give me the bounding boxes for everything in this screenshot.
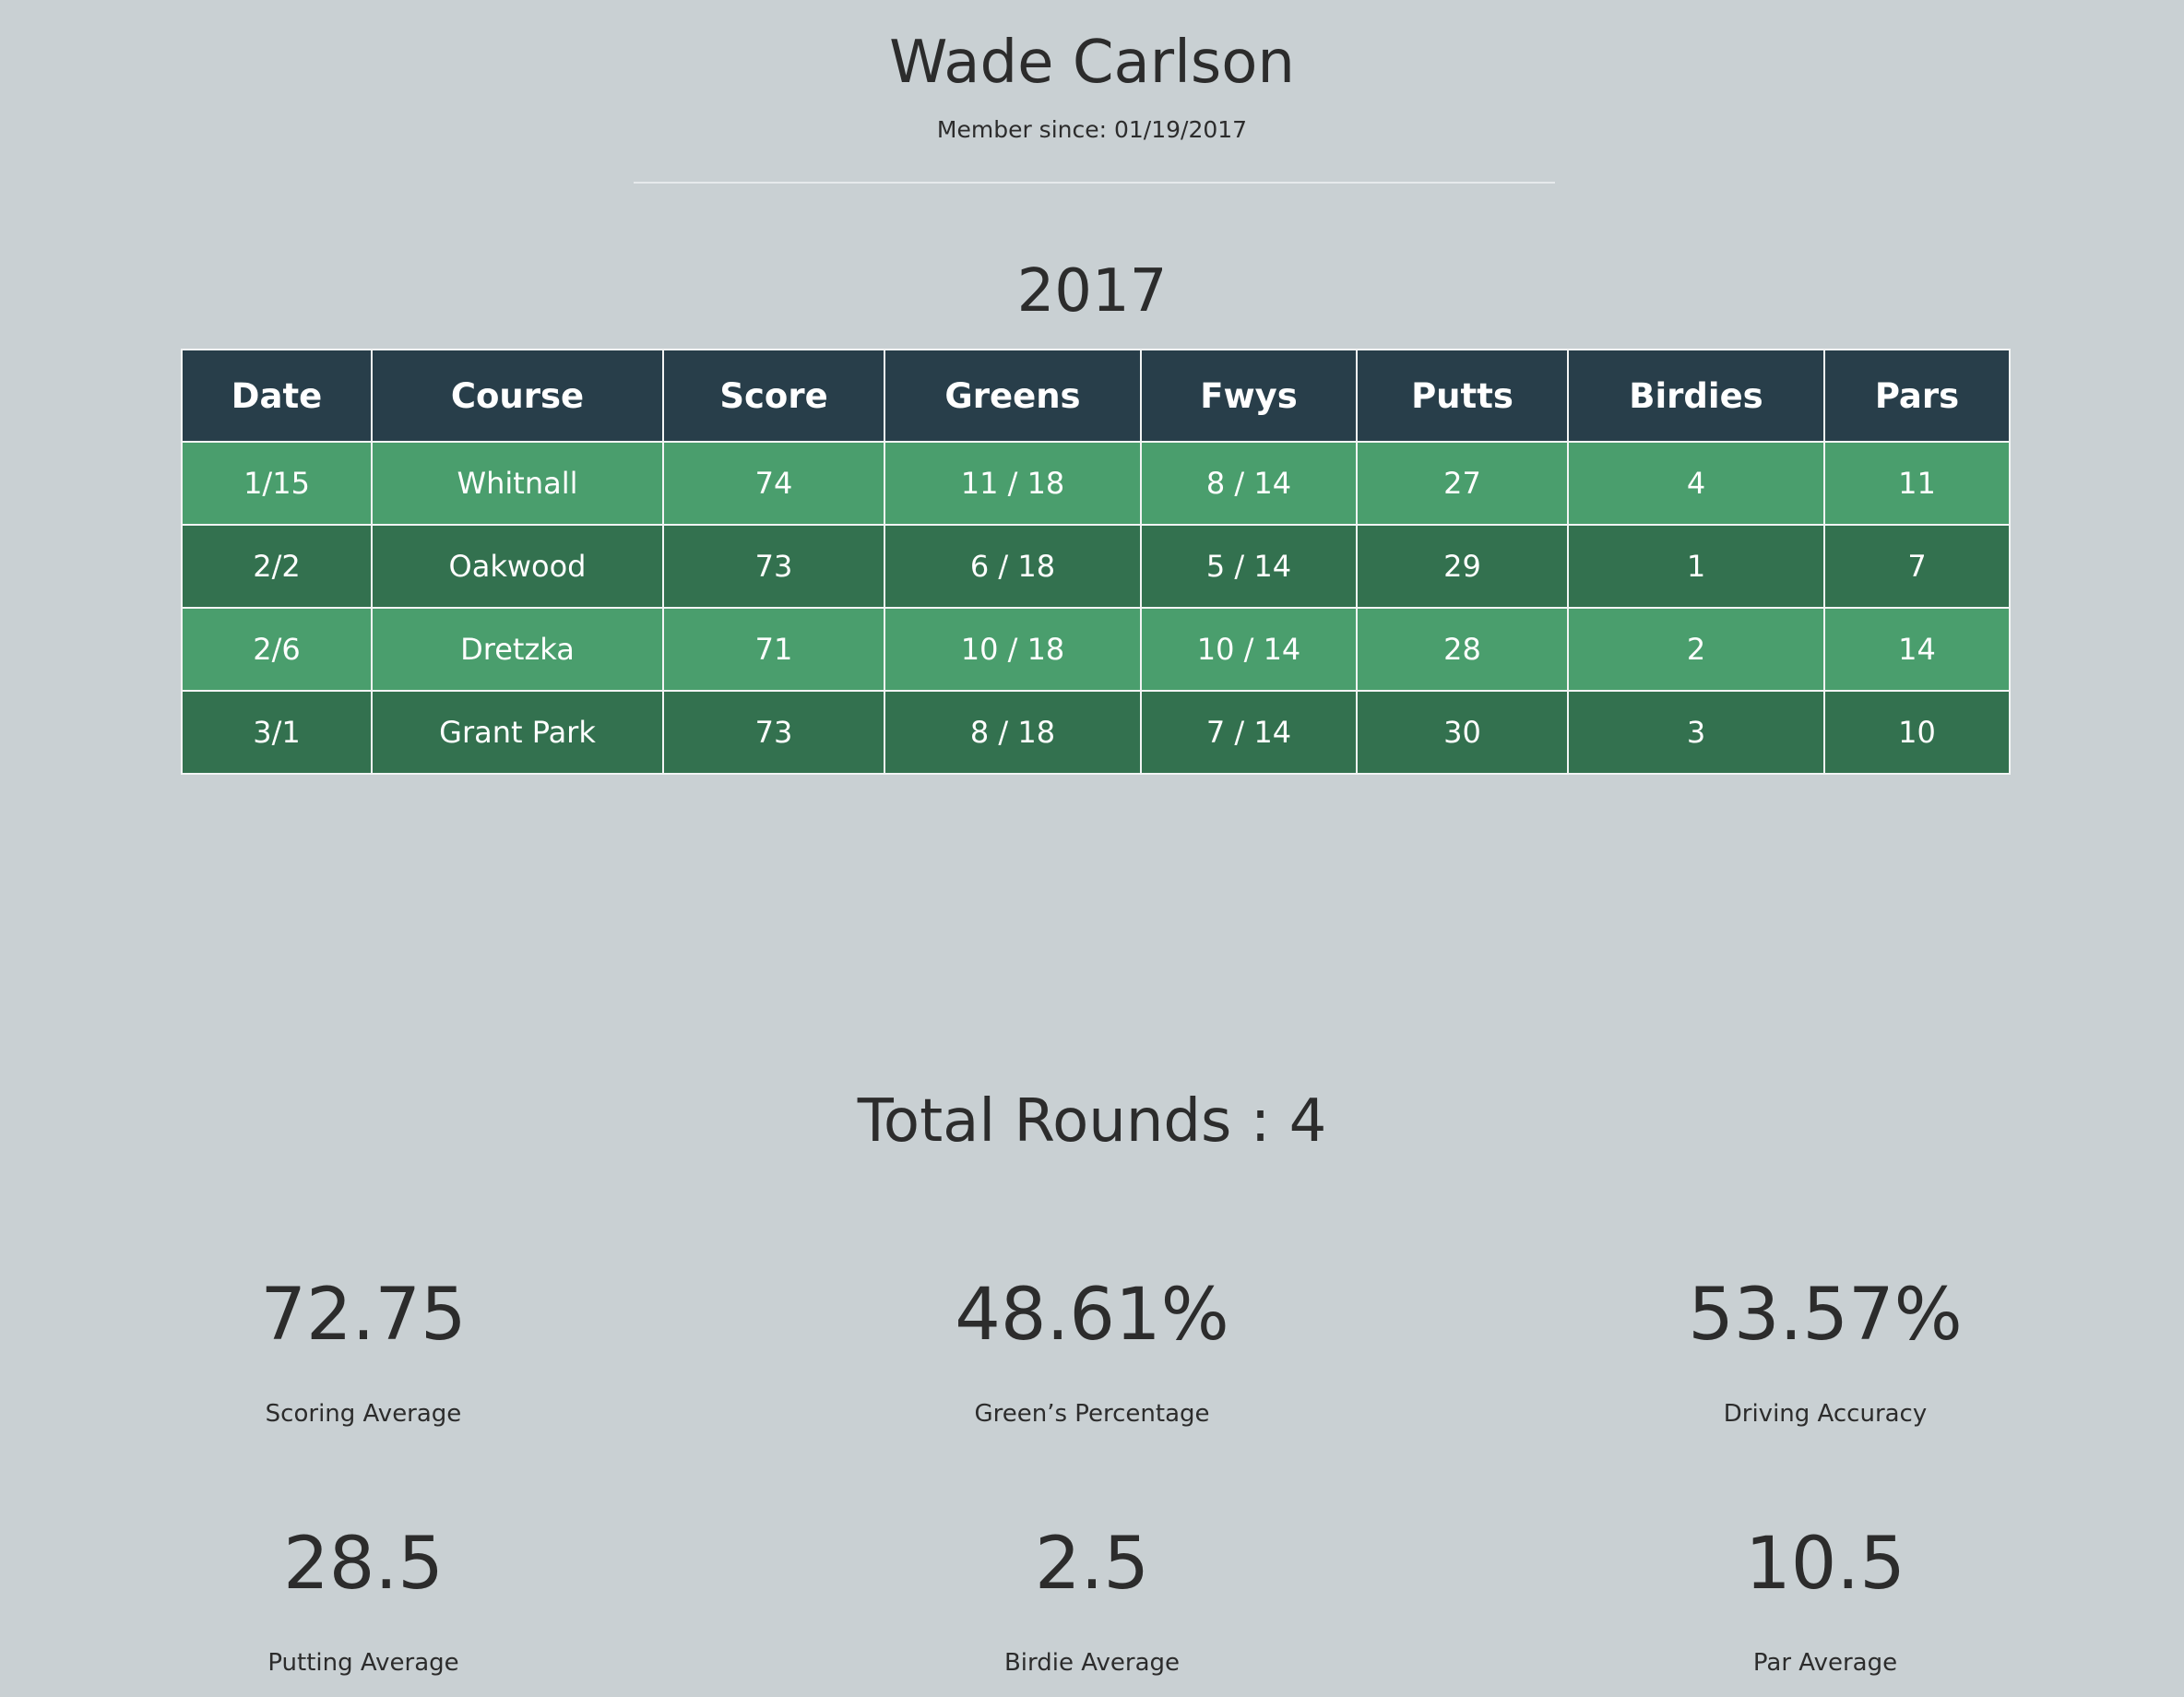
cell-fwys: 5 / 14 bbox=[1140, 524, 1358, 609]
cell-course: Whitnall bbox=[371, 441, 664, 526]
cell-date: 3/1 bbox=[181, 690, 373, 775]
stat-par-average: 10.5 Par Average bbox=[1595, 1520, 2056, 1679]
cell-birdies: 3 bbox=[1567, 690, 1825, 775]
stat-label: Driving Accuracy bbox=[1723, 1400, 1928, 1428]
stat-label: Birdie Average bbox=[1003, 1649, 1181, 1677]
stat-value: 53.57% bbox=[1688, 1274, 1963, 1357]
cell-date: 2/6 bbox=[181, 607, 373, 692]
stat-value: 48.61% bbox=[955, 1274, 1229, 1357]
column-header-pars: Pars bbox=[1823, 349, 2011, 443]
stat-value: 2.5 bbox=[1034, 1523, 1150, 1606]
table-row: 2/2 Oakwood 73 6 / 18 5 / 14 29 1 7 bbox=[181, 524, 2011, 609]
cell-birdies: 1 bbox=[1567, 524, 1825, 609]
stat-driving-accuracy: 53.57% Driving Accuracy bbox=[1595, 1271, 2056, 1430]
player-name: Wade Carlson bbox=[889, 29, 1295, 97]
rounds-table: Date Course Score Greens Fwys Putts Bird… bbox=[181, 349, 2011, 775]
stat-label: Putting Average bbox=[267, 1649, 459, 1677]
cell-pars: 11 bbox=[1823, 441, 2011, 526]
total-rounds-heading: Total Rounds : 4 bbox=[857, 1087, 1327, 1156]
cell-date: 2/2 bbox=[181, 524, 373, 609]
cell-course: Dretzka bbox=[371, 607, 664, 692]
stat-value: 10.5 bbox=[1745, 1523, 1905, 1606]
cell-greens: 10 / 18 bbox=[884, 607, 1142, 692]
cell-greens: 6 / 18 bbox=[884, 524, 1142, 609]
column-header-score: Score bbox=[662, 349, 885, 443]
cell-putts: 28 bbox=[1356, 607, 1569, 692]
column-header-date: Date bbox=[181, 349, 373, 443]
column-header-greens: Greens bbox=[884, 349, 1142, 443]
cell-putts: 27 bbox=[1356, 441, 1569, 526]
cell-fwys: 10 / 14 bbox=[1140, 607, 1358, 692]
season-year-title: 2017 bbox=[1016, 257, 1168, 326]
table-row: 2/6 Dretzka 71 10 / 18 10 / 14 28 2 14 bbox=[181, 607, 2011, 692]
cell-greens: 8 / 18 bbox=[884, 690, 1142, 775]
stat-label: Par Average bbox=[1752, 1649, 1898, 1677]
cell-greens: 11 / 18 bbox=[884, 441, 1142, 526]
table-header-row: Date Course Score Greens Fwys Putts Bird… bbox=[181, 349, 2011, 443]
cell-course: Oakwood bbox=[371, 524, 664, 609]
header-divider bbox=[634, 182, 1555, 184]
cell-pars: 14 bbox=[1823, 607, 2011, 692]
cell-pars: 10 bbox=[1823, 690, 2011, 775]
stat-value: 28.5 bbox=[283, 1523, 444, 1606]
cell-score: 73 bbox=[662, 524, 885, 609]
cell-score: 71 bbox=[662, 607, 885, 692]
stat-scoring-average: 72.75 Scoring Average bbox=[133, 1271, 594, 1430]
table-row: 3/1 Grant Park 73 8 / 18 7 / 14 30 3 10 bbox=[181, 690, 2011, 775]
cell-putts: 30 bbox=[1356, 690, 1569, 775]
cell-birdies: 4 bbox=[1567, 441, 1825, 526]
cell-score: 74 bbox=[662, 441, 885, 526]
stat-birdie-average: 2.5 Birdie Average bbox=[861, 1520, 1323, 1679]
cell-fwys: 7 / 14 bbox=[1140, 690, 1358, 775]
cell-putts: 29 bbox=[1356, 524, 1569, 609]
stat-greens-percentage: 48.61% Green’s Percentage bbox=[861, 1271, 1323, 1430]
cell-date: 1/15 bbox=[181, 441, 373, 526]
cell-birdies: 2 bbox=[1567, 607, 1825, 692]
member-since: Member since: 01/19/2017 bbox=[936, 116, 1248, 143]
column-header-birdies: Birdies bbox=[1567, 349, 1825, 443]
stat-label: Scoring Average bbox=[265, 1400, 462, 1428]
stat-value: 72.75 bbox=[260, 1274, 467, 1357]
table-row: 1/15 Whitnall 74 11 / 18 8 / 14 27 4 11 bbox=[181, 441, 2011, 526]
cell-fwys: 8 / 14 bbox=[1140, 441, 1358, 526]
column-header-course: Course bbox=[371, 349, 664, 443]
cell-score: 73 bbox=[662, 690, 885, 775]
stat-putting-average: 28.5 Putting Average bbox=[133, 1520, 594, 1679]
column-header-fwys: Fwys bbox=[1140, 349, 1358, 443]
stat-label: Green’s Percentage bbox=[974, 1400, 1210, 1428]
column-header-putts: Putts bbox=[1356, 349, 1569, 443]
cell-course: Grant Park bbox=[371, 690, 664, 775]
cell-pars: 7 bbox=[1823, 524, 2011, 609]
